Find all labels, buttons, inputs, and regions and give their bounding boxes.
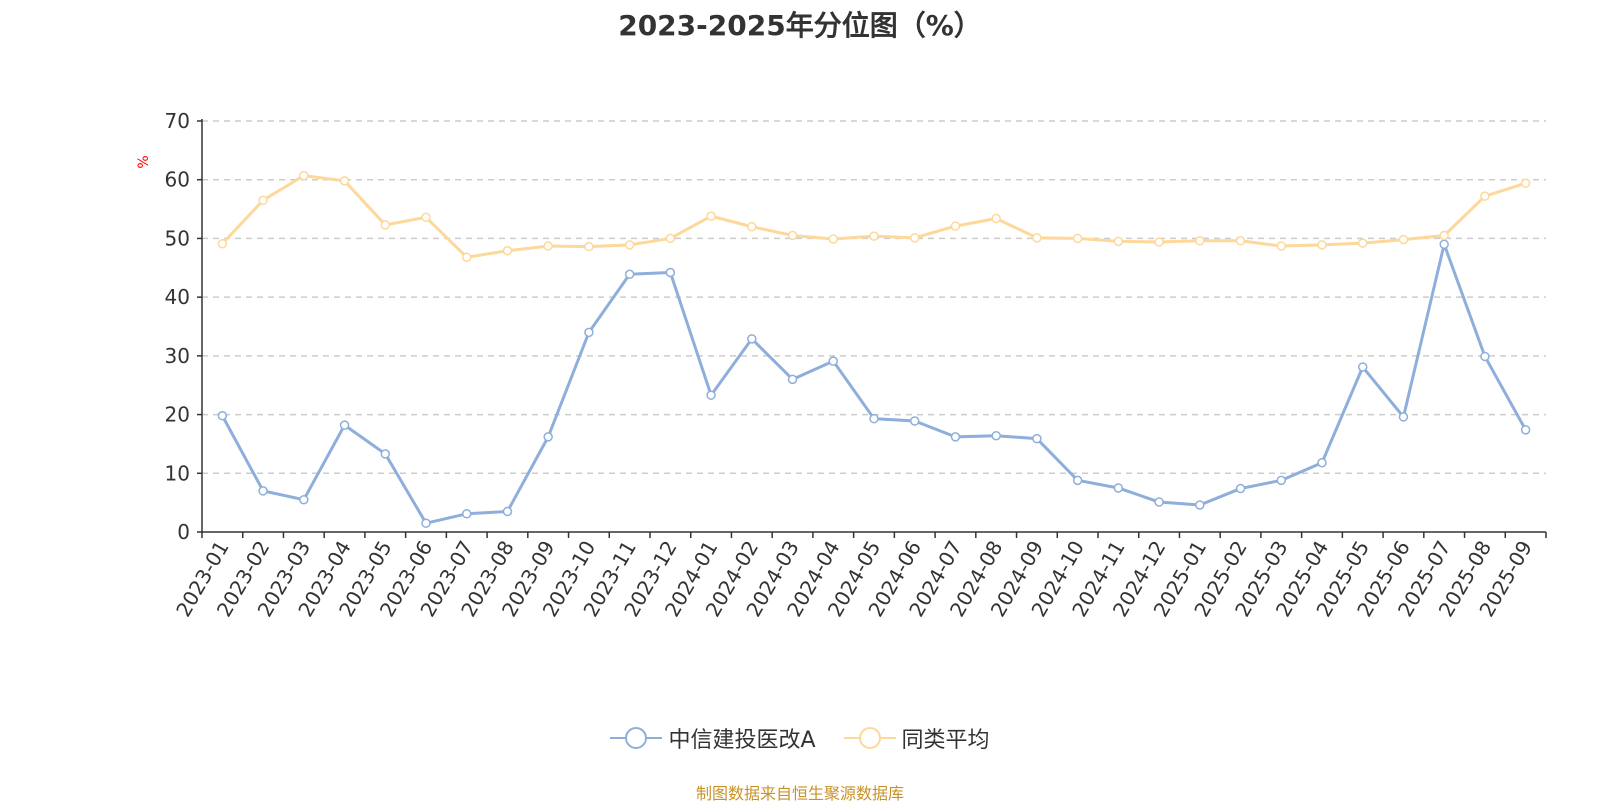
data-point[interactable]: [1317, 240, 1327, 250]
data-point[interactable]: [502, 506, 513, 517]
legend-label-series-1: 中信建投医改A: [668, 728, 816, 753]
data-point[interactable]: [950, 432, 961, 442]
y-tick-label: 10: [165, 461, 190, 485]
legend-label-series-2: 同类平均: [901, 728, 990, 753]
data-point[interactable]: [421, 518, 431, 528]
data-point[interactable]: [665, 267, 676, 278]
data-point[interactable]: [584, 241, 594, 252]
legend-swatch-series-2: [843, 727, 896, 749]
data-point[interactable]: [1439, 230, 1449, 241]
y-axis-ticks: 0 10 20 30 40 50 60 70: [165, 109, 202, 544]
legend-item-series-2[interactable]: 同类平均: [843, 722, 990, 754]
data-point[interactable]: [624, 240, 635, 250]
data-point[interactable]: [1398, 234, 1409, 245]
data-point[interactable]: [258, 486, 268, 496]
data-point[interactable]: [1195, 500, 1205, 510]
y-tick-label: 40: [165, 285, 190, 309]
data-point[interactable]: [1032, 433, 1042, 444]
data-point[interactable]: [339, 420, 350, 430]
legend-swatch-series-1: [610, 727, 663, 749]
data-point[interactable]: [828, 234, 839, 244]
data-point[interactable]: [1439, 239, 1449, 250]
data-point[interactable]: [1235, 236, 1246, 246]
y-tick-label: 50: [165, 226, 190, 250]
data-point[interactable]: [1072, 475, 1083, 486]
data-point[interactable]: [1520, 425, 1531, 435]
data-point[interactable]: [624, 269, 635, 279]
data-point[interactable]: [1357, 362, 1368, 372]
data-point[interactable]: [339, 176, 350, 186]
data-point[interactable]: [421, 212, 431, 223]
y-tick-label: 30: [165, 344, 190, 368]
data-point[interactable]: [461, 252, 472, 262]
y-tick-label: 0: [177, 520, 190, 544]
data-point[interactable]: [909, 416, 920, 426]
data-point[interactable]: [991, 213, 1001, 224]
series-2: [217, 170, 1531, 262]
x-axis-ticks: 2023-012023-022023-032023-042023-052023-…: [171, 532, 1547, 621]
data-point[interactable]: [1032, 233, 1042, 243]
y-tick-label: 70: [165, 109, 190, 133]
data-point[interactable]: [543, 432, 553, 442]
data-point[interactable]: [1072, 233, 1083, 244]
data-point[interactable]: [1276, 241, 1287, 251]
data-point[interactable]: [869, 231, 879, 241]
series-line: [221, 174, 1527, 259]
data-point[interactable]: [706, 390, 716, 400]
data-point[interactable]: [1276, 475, 1287, 486]
data-point[interactable]: [909, 233, 920, 243]
legend-item-series-1[interactable]: 中信建投医改A: [610, 722, 816, 754]
data-point[interactable]: [1154, 237, 1164, 247]
data-point[interactable]: [869, 413, 879, 424]
y-tick-label: 60: [165, 168, 190, 192]
data-point[interactable]: [380, 449, 391, 459]
data-point[interactable]: [1317, 457, 1327, 468]
data-point[interactable]: [1480, 351, 1490, 362]
data-point[interactable]: [1235, 483, 1246, 494]
data-point[interactable]: [706, 211, 716, 221]
data-point[interactable]: [1398, 412, 1409, 422]
data-point[interactable]: [1520, 178, 1531, 188]
data-point[interactable]: [950, 221, 961, 231]
data-point[interactable]: [1154, 497, 1164, 507]
data-point[interactable]: [747, 221, 757, 232]
series-layer: [217, 170, 1531, 528]
data-point[interactable]: [299, 170, 309, 181]
source-note: 制图数据来自恒生聚源数据库: [695, 784, 904, 803]
data-point[interactable]: [1113, 236, 1124, 247]
chart-title: 2023-2025年分位图（%）: [618, 9, 982, 42]
data-point[interactable]: [828, 356, 839, 366]
y-tick-label: 20: [165, 403, 190, 427]
data-point[interactable]: [380, 220, 391, 230]
data-point[interactable]: [217, 238, 228, 249]
data-point[interactable]: [543, 241, 553, 251]
data-point[interactable]: [787, 374, 798, 385]
data-point[interactable]: [502, 246, 513, 256]
data-point[interactable]: [787, 230, 798, 241]
series-1: [217, 239, 1531, 528]
legend: 中信建投医改A 同类平均: [0, 722, 1600, 754]
data-point[interactable]: [461, 509, 472, 519]
data-point[interactable]: [1357, 238, 1368, 248]
data-point[interactable]: [1113, 483, 1124, 493]
series-line: [221, 242, 1527, 525]
y-axis-unit-label: %: [136, 155, 152, 168]
data-point[interactable]: [991, 430, 1001, 441]
data-point[interactable]: [299, 494, 309, 505]
data-point[interactable]: [217, 410, 228, 421]
data-point[interactable]: [665, 233, 676, 244]
data-point[interactable]: [258, 195, 268, 206]
data-point[interactable]: [584, 327, 594, 338]
data-point[interactable]: [1480, 191, 1490, 201]
data-point[interactable]: [1195, 236, 1205, 246]
data-point[interactable]: [747, 334, 757, 344]
axes: [201, 119, 1546, 533]
